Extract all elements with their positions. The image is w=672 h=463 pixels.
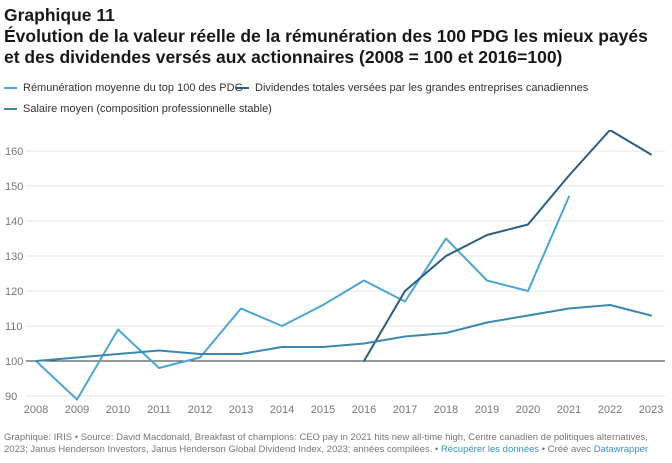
x-tick-label-2012: 2012 xyxy=(188,404,212,416)
legend-item-ceo: Rémunération moyenne du top 100 des PDG xyxy=(4,82,243,94)
series-line-ceo xyxy=(35,195,570,401)
legend-swatch-ceo xyxy=(4,87,17,89)
x-tick-label-2008: 2008 xyxy=(24,404,48,416)
x-tick-label-2022: 2022 xyxy=(598,404,622,416)
x-tick-label-2011: 2011 xyxy=(147,404,171,416)
datawrapper-link[interactable]: Datawrapper xyxy=(593,444,649,455)
line-chart: 90 100 110 120 130 140 150 160 2008 2009 2010 2011 2… xyxy=(5,130,665,416)
y-tick-label-160: 160 xyxy=(5,146,23,158)
legend-label-dividends: Dividendes totales versées par les grand… xyxy=(255,82,589,94)
series-line-dividends xyxy=(363,130,652,362)
x-tick-label-2019: 2019 xyxy=(475,404,499,416)
x-tick-label-2016: 2016 xyxy=(352,404,376,416)
footer-separator: • Créé avec xyxy=(539,444,594,455)
download-data-link[interactable]: Récupérer les données xyxy=(440,444,540,455)
x-tick-label-2023: 2023 xyxy=(639,404,663,416)
y-tick-label-130: 130 xyxy=(5,251,23,263)
x-tick-label-2014: 2014 xyxy=(270,404,294,416)
x-tick-label-2017: 2017 xyxy=(393,404,417,416)
y-tick-label-110: 110 xyxy=(5,321,23,333)
chart-kicker: Graphique 11 xyxy=(4,5,115,25)
chart-footer: Graphique: IRIS • Source: David Macdonal… xyxy=(4,432,668,456)
x-tick-label-2009: 2009 xyxy=(65,404,89,416)
y-tick-label-120: 120 xyxy=(5,286,23,298)
x-tick-label-2015: 2015 xyxy=(311,404,335,416)
x-tick-label-2010: 2010 xyxy=(106,404,130,416)
y-tick-label-150: 150 xyxy=(5,181,23,193)
y-tick-label-140: 140 xyxy=(5,216,23,228)
y-tick-label-90: 90 xyxy=(5,391,17,403)
legend-label-ceo: Rémunération moyenne du top 100 des PDG xyxy=(23,82,244,94)
legend-item-dividends: Dividendes totales versées par les grand… xyxy=(236,82,588,94)
legend-swatch-salary xyxy=(4,108,17,110)
chart-title: Évolution de la valeur réelle de la rému… xyxy=(4,26,648,67)
x-tick-label-2020: 2020 xyxy=(516,404,540,416)
chart-header: Graphique 11 Évolution de la valeur réel… xyxy=(4,4,668,68)
x-tick-label-2021: 2021 xyxy=(557,404,581,416)
series-line-salary xyxy=(35,304,652,362)
x-tick-label-2018: 2018 xyxy=(434,404,458,416)
footer-source: Graphique: IRIS • Source: David Macdonal… xyxy=(4,432,648,455)
y-tick-label-100: 100 xyxy=(5,356,23,368)
legend-label-salary: Salaire moyen (composition professionnel… xyxy=(23,103,272,115)
legend-item-salary: Salaire moyen (composition professionnel… xyxy=(4,103,272,115)
legend-swatch-dividends xyxy=(236,87,249,89)
x-tick-label-2013: 2013 xyxy=(229,404,253,416)
